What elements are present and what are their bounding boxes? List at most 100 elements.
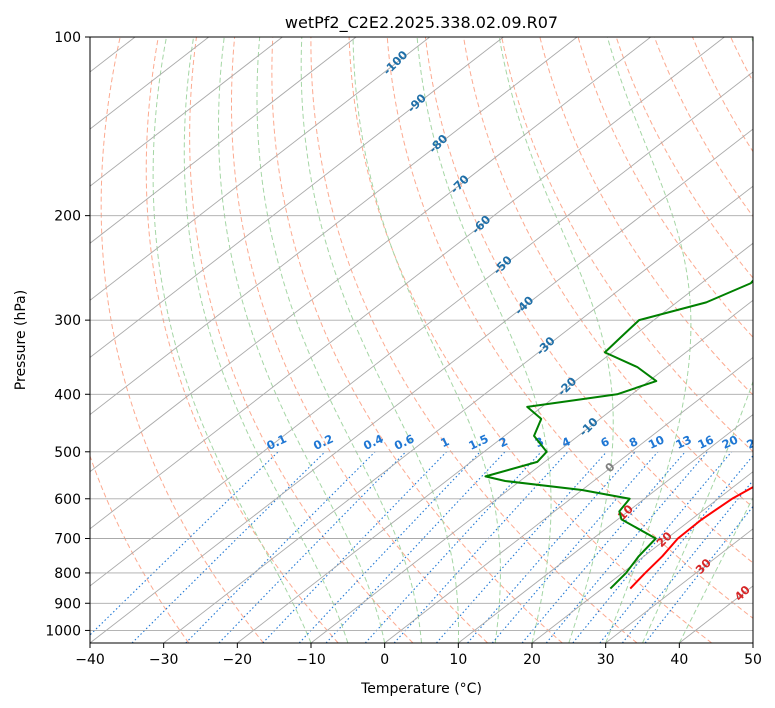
isotherm-label: -40 <box>512 293 537 318</box>
grid-lines <box>0 37 753 643</box>
y-tick-label: 900 <box>54 596 81 612</box>
moist-adiabat <box>183 37 349 643</box>
dry-adiabat <box>769 37 775 643</box>
moist-adiabat <box>152 37 312 643</box>
isotherm-line <box>679 585 753 643</box>
mixing-ratio-line <box>185 451 376 643</box>
x-tick-label: 20 <box>523 652 541 668</box>
adiabat-label: 40 <box>732 583 753 604</box>
mixing-ratio-label: 0.2 <box>311 432 335 453</box>
dry-adiabat <box>189 37 414 643</box>
mixing-ratio-line <box>436 451 608 643</box>
x-tick-label: 40 <box>670 652 688 668</box>
dry-adiabat <box>577 37 753 338</box>
isotherm-line <box>90 37 725 530</box>
isotherm-label: -80 <box>426 131 451 156</box>
plot-frame <box>89 36 754 644</box>
x-tick-label: 50 <box>744 652 762 668</box>
moist-adiabat <box>256 37 422 643</box>
isotherm-line <box>384 356 753 643</box>
y-tick-label: 600 <box>54 492 81 508</box>
isotherm-line <box>0 37 61 643</box>
isotherm-label: -90 <box>404 91 429 116</box>
x-axis: −40 −30 −20 −10 0 10 20 30 40 50 <box>75 643 762 668</box>
isotherm-label: -20 <box>555 374 580 399</box>
isotherm-line <box>163 185 753 643</box>
isotherm-line <box>90 71 753 587</box>
sounding-series <box>484 279 753 590</box>
isotherm-line <box>90 37 578 416</box>
mixing-ratio-label: 1 <box>438 434 451 450</box>
isotherm-line <box>458 414 753 643</box>
x-tick-label: −30 <box>149 652 179 668</box>
background-lines <box>90 37 775 643</box>
isotherm-line <box>310 299 753 643</box>
y-axis-label: Pressure (hPa) <box>13 290 29 390</box>
y-tick-label: 800 <box>54 566 81 582</box>
mixing-ratio-line <box>621 479 753 643</box>
x-tick-label: −40 <box>75 652 105 668</box>
temperature-profile-line <box>629 485 753 590</box>
mixing-ratio-line <box>131 451 326 643</box>
mixing-ratio-line <box>545 451 708 643</box>
adiabat-label: 30 <box>693 556 714 577</box>
moist-adiabat <box>300 37 460 643</box>
isotherm-line <box>237 242 753 643</box>
mixing-ratio-label: 10 <box>646 432 666 451</box>
isotherm-line <box>531 471 753 643</box>
mixing-ratio-label: 20 <box>720 432 740 451</box>
isotherm-label: -10 <box>576 415 601 440</box>
x-tick-label: 0 <box>380 652 389 668</box>
y-tick-label: 700 <box>54 532 81 548</box>
dry-adiabat <box>348 37 713 643</box>
isotherm-line <box>90 37 431 301</box>
isotherm-line <box>605 528 753 643</box>
mixing-ratio-label: 6 <box>598 434 611 450</box>
isotherm-line <box>90 37 652 473</box>
chart-title: wetPf2_C2E2.2025.338.02.09.R07 <box>285 13 558 33</box>
mixing-ratio-label: 0.4 <box>361 432 385 453</box>
isotherm-line <box>90 37 357 244</box>
moist-adiabat <box>678 496 753 643</box>
y-tick-label: 200 <box>54 209 81 225</box>
x-axis-label: Temperature (°C) <box>360 681 482 697</box>
mixing-ratio-label: 13 <box>673 432 693 451</box>
dry-adiabat <box>145 37 339 643</box>
x-tick-label: −10 <box>296 652 326 668</box>
x-tick-label: 10 <box>449 652 467 668</box>
y-tick-label: 400 <box>54 387 81 403</box>
isotherm-line <box>752 642 753 643</box>
mixing-ratio-line <box>262 451 447 643</box>
mixing-ratio-label: 16 <box>695 432 715 451</box>
y-tick-label: 100 <box>54 30 81 46</box>
x-tick-label: 30 <box>597 652 615 668</box>
dry-adiabat <box>100 37 264 643</box>
moist-adiabat <box>416 37 552 643</box>
moist-adiabat <box>352 37 501 643</box>
dry-adiabat <box>271 37 563 643</box>
mixing-ratio-line <box>364 451 542 643</box>
isotherm-line <box>90 37 504 359</box>
dry-adiabat <box>310 37 638 643</box>
isotherm-line <box>90 37 283 187</box>
dry-adiabat <box>386 37 753 619</box>
mixing-ratio-line <box>298 451 481 643</box>
dry-adiabat <box>692 37 753 153</box>
isotherm-line <box>90 128 753 643</box>
moist-adiabat <box>642 37 753 643</box>
mixing-ratio-line <box>599 454 753 643</box>
mixing-ratio-line <box>467 451 636 643</box>
isotherm-line <box>90 37 210 130</box>
mixing-ratio-line <box>325 451 506 643</box>
y-tick-label: 500 <box>54 445 81 461</box>
mixing-ratio-label: 25 <box>744 432 764 451</box>
moist-adiabat <box>498 37 614 643</box>
isotherm-label: -70 <box>447 172 472 197</box>
mixing-ratio-label: 30 <box>765 432 775 451</box>
mixing-ratio-line <box>90 451 279 636</box>
mixing-ratio-line <box>572 451 733 643</box>
dry-adiabat <box>230 37 488 643</box>
dewpoint-profile-line <box>484 279 753 590</box>
y-axis: 100 200 300 400 500 600 700 800 900 1000 <box>45 30 90 639</box>
